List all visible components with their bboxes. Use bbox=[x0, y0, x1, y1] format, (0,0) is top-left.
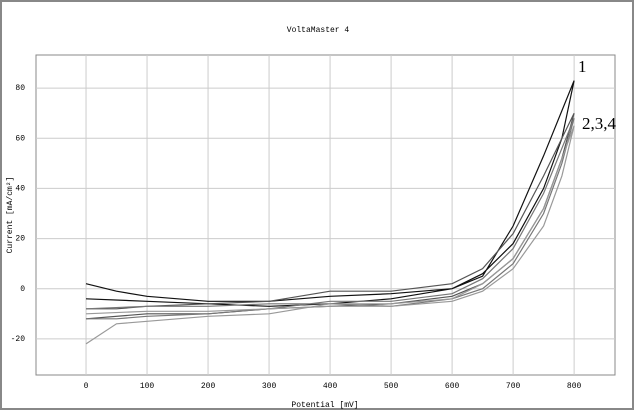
annotation: 1 bbox=[578, 57, 587, 76]
x-axis-label: Potential [mV] bbox=[291, 401, 358, 410]
data-line bbox=[85, 117, 575, 320]
x-tick-label: 600 bbox=[445, 382, 460, 391]
chart-title: VoltaMaster 4 bbox=[287, 26, 350, 35]
y-tick-label: 20 bbox=[15, 235, 25, 244]
y-tick-label: 80 bbox=[15, 84, 25, 93]
y-tick-label: 0 bbox=[20, 285, 25, 294]
plot-area bbox=[35, 54, 616, 376]
data-line bbox=[85, 80, 575, 307]
x-tick-label: 300 bbox=[262, 382, 277, 391]
x-tick-label: 500 bbox=[384, 382, 399, 391]
y-axis-label: Current [mA/cm²] bbox=[6, 177, 15, 254]
y-tick-label: 40 bbox=[15, 185, 25, 194]
x-tick-label: 700 bbox=[506, 382, 521, 391]
annotation: 2,3,4 bbox=[582, 114, 617, 133]
x-tick-label: 0 bbox=[84, 382, 89, 391]
x-tick-label: 800 bbox=[567, 382, 582, 391]
y-tick-label: 60 bbox=[15, 134, 25, 143]
x-tick-label: 400 bbox=[323, 382, 338, 391]
y-tick-label: -20 bbox=[11, 335, 26, 344]
x-tick-label: 100 bbox=[140, 382, 155, 391]
x-tick-label: 200 bbox=[201, 382, 216, 391]
data-line bbox=[85, 125, 575, 345]
